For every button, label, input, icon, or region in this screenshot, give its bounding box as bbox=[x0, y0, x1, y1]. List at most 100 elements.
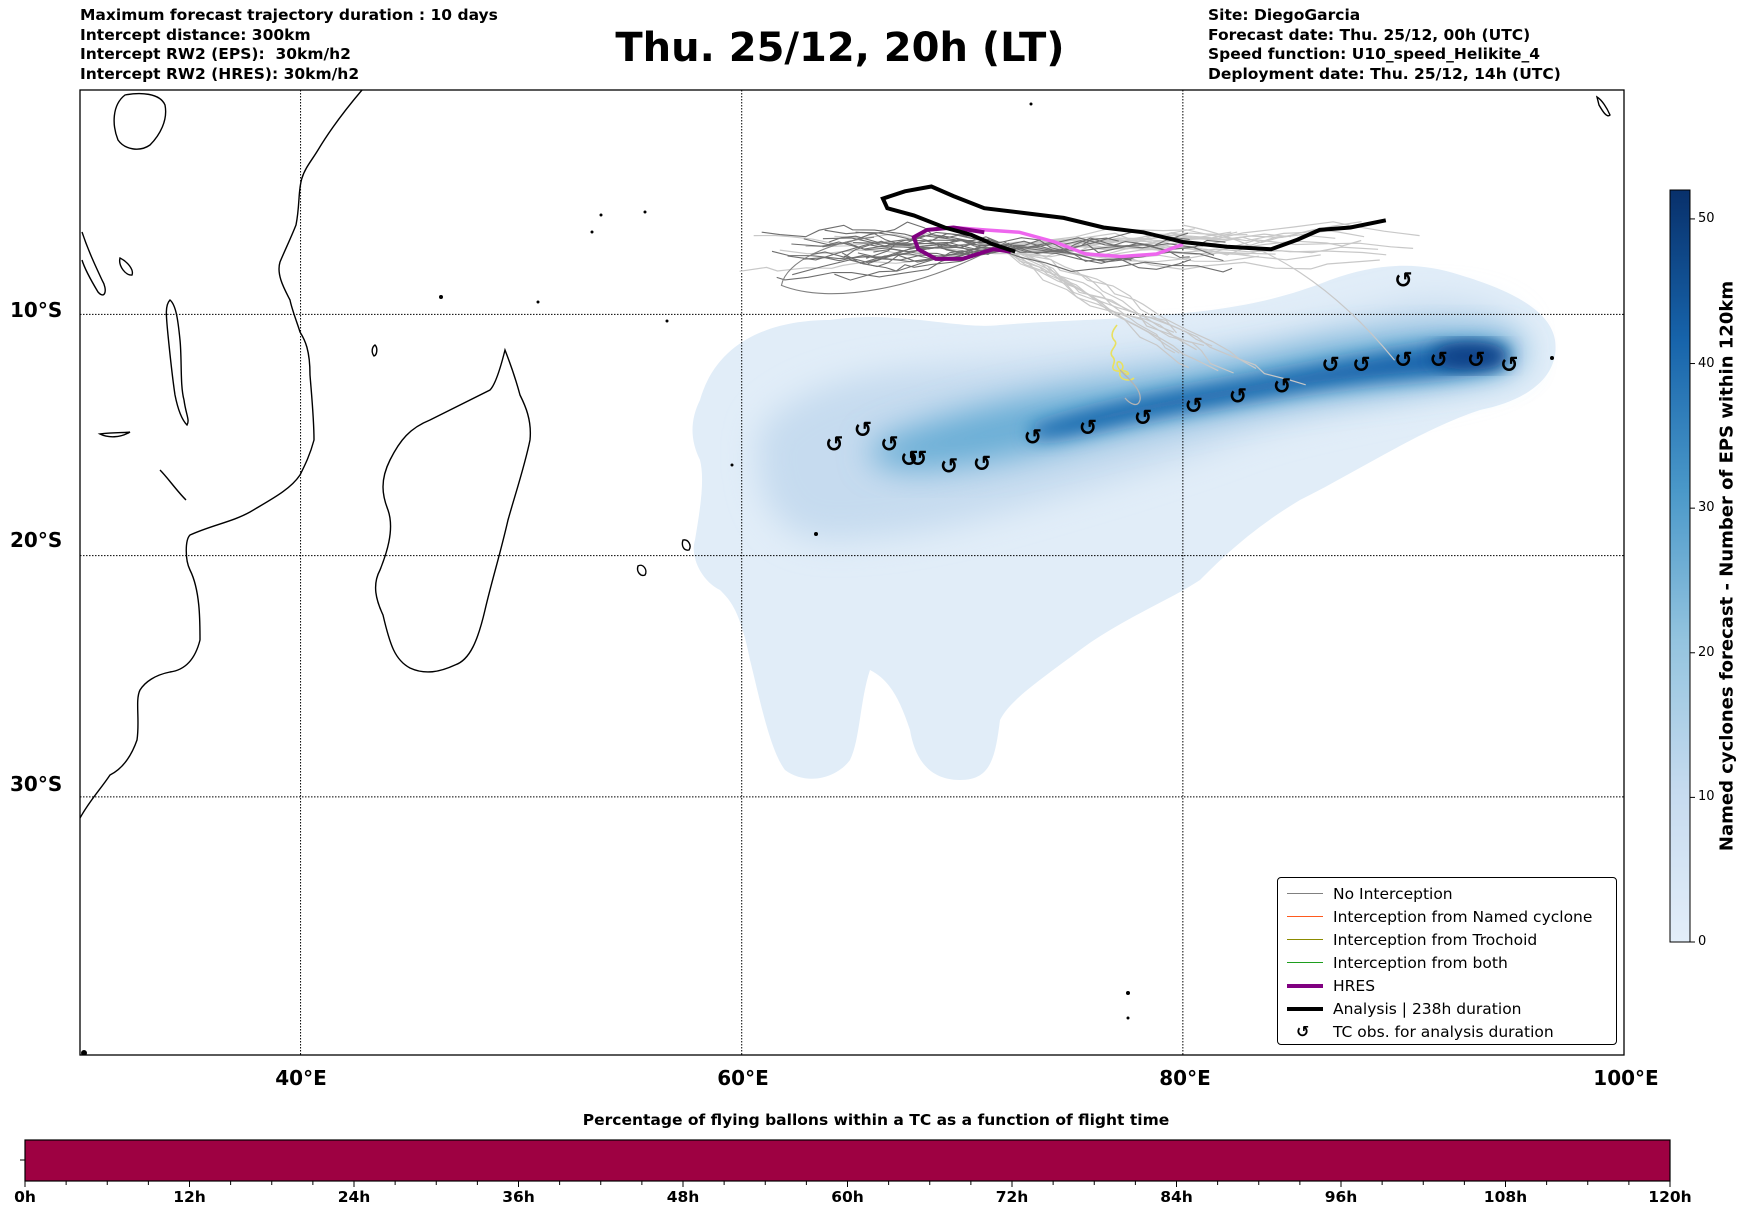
lake-bangweulu bbox=[159, 469, 187, 501]
colorbar-tick-40: 40 bbox=[1698, 355, 1715, 371]
legend-label: Interception from Named cyclone bbox=[1333, 908, 1593, 926]
legend-item-both: Interception from both bbox=[1278, 952, 1616, 974]
colorbar-tick-20: 20 bbox=[1698, 644, 1715, 660]
trajectory-line bbox=[995, 244, 1190, 369]
legend-item-hres: HRES bbox=[1278, 975, 1616, 997]
colorbar-tick-30: 30 bbox=[1698, 500, 1715, 516]
trajectory-line bbox=[867, 238, 1000, 265]
lon-label-40e: 40°E bbox=[275, 1066, 327, 1090]
island-dot bbox=[1126, 991, 1130, 995]
legend-line-icon bbox=[1287, 916, 1323, 917]
trajectory-line bbox=[873, 247, 1012, 257]
intercept-distance-text: Intercept distance: 300km bbox=[80, 25, 311, 44]
cyclone-icon: ↺ bbox=[880, 433, 898, 458]
cyclone-icon: ↺ bbox=[1134, 406, 1152, 431]
mauritius bbox=[636, 564, 647, 577]
lat-label-10s: 10°S bbox=[10, 298, 63, 322]
lake-tanganyika bbox=[81, 231, 106, 296]
sri-lanka-coast bbox=[1595, 95, 1611, 117]
ft-tick-label: 0h bbox=[14, 1188, 36, 1206]
island-dot bbox=[1029, 102, 1033, 106]
cyclone-icon: ↺ bbox=[825, 433, 843, 458]
coastlines bbox=[80, 90, 1611, 819]
page-title: Thu. 25/12, 20h (LT) bbox=[615, 25, 1065, 71]
cyclone-icon: ↺ bbox=[1500, 353, 1518, 378]
cyclone-icon: ↺ bbox=[1185, 394, 1203, 419]
cyclone-icon: ↺ bbox=[1079, 416, 1097, 441]
grey-hook-trajectory bbox=[1119, 369, 1141, 406]
eps-density-field bbox=[692, 265, 1556, 780]
africa-east-coast bbox=[80, 90, 363, 819]
trajectory-line bbox=[1182, 224, 1396, 361]
lake-malawi bbox=[165, 299, 189, 427]
eps-trajectories-no-interception bbox=[761, 221, 1233, 295]
trajectory-line bbox=[761, 224, 1000, 243]
lon-label-100e: 100°E bbox=[1593, 1066, 1659, 1090]
cyclone-icon: ↺ bbox=[973, 452, 991, 477]
trajectory-line bbox=[1002, 240, 1191, 270]
cyclone-icon: ↺ bbox=[854, 418, 872, 443]
eps-colorbar bbox=[1669, 189, 1695, 943]
ft-tick-label: 108h bbox=[1483, 1188, 1528, 1206]
legend-label: Analysis | 238h duration bbox=[1333, 1000, 1522, 1018]
ft-tick-label: 60h bbox=[831, 1188, 864, 1206]
trajectory-line bbox=[812, 236, 999, 258]
lake-kariba bbox=[97, 431, 131, 438]
trajectory-line bbox=[1008, 232, 1189, 251]
ft-tick-label: 84h bbox=[1160, 1188, 1193, 1206]
colorbar-tick-0: 0 bbox=[1698, 934, 1707, 949]
cyclone-icon: ↺ bbox=[1352, 353, 1370, 378]
comoros bbox=[371, 344, 378, 357]
ft-tick-label: 12h bbox=[173, 1188, 206, 1206]
analysis-track bbox=[880, 184, 1387, 254]
cyclone-icon: ↺ bbox=[1430, 348, 1448, 373]
trajectory-line bbox=[1012, 252, 1321, 263]
legend-line-icon bbox=[1287, 893, 1323, 894]
legend-item-trochoid: Interception from Trochoid bbox=[1278, 929, 1616, 951]
flight-time-bar bbox=[20, 1139, 1671, 1187]
trajectory-line bbox=[824, 229, 998, 246]
cyclone-icon: ↺ bbox=[940, 454, 958, 479]
reunion bbox=[681, 539, 691, 551]
intercept-hres-text: Intercept RW2 (HRES): 30km/h2 bbox=[80, 64, 360, 83]
forecast-date-text: Forecast date: Thu. 25/12, 00h (UTC) bbox=[1208, 25, 1531, 44]
ft-tick-label: 96h bbox=[1324, 1188, 1358, 1206]
small-islands bbox=[81, 102, 1554, 1055]
legend-line-icon bbox=[1287, 984, 1323, 988]
island-dot bbox=[814, 532, 818, 536]
cyclone-icon: ↺ bbox=[1229, 384, 1247, 409]
island-dot bbox=[590, 230, 594, 234]
trajectory-line bbox=[1009, 247, 1219, 372]
ft-tick-label: 48h bbox=[666, 1188, 700, 1206]
trajectory-line bbox=[996, 231, 1238, 248]
lat-label-20s: 20°S bbox=[10, 528, 63, 552]
legend-label: Interception from Trochoid bbox=[1333, 931, 1538, 949]
legend-item-tc-obs: ↺ TC obs. for analysis duration bbox=[1278, 1021, 1616, 1043]
colorbar-tick-10: 10 bbox=[1698, 789, 1715, 805]
lon-label-60e: 60°E bbox=[717, 1066, 769, 1090]
island-dot bbox=[1126, 1016, 1130, 1020]
cyclone-icon: ↺ bbox=[1394, 269, 1412, 294]
cyclone-icon: ↺ bbox=[1321, 353, 1339, 378]
trajectory-line bbox=[1006, 247, 1205, 346]
legend-label: Interception from both bbox=[1333, 954, 1508, 972]
trajectory-line bbox=[999, 237, 1139, 263]
cyclone-icon: ↺ bbox=[909, 447, 927, 472]
trajectory-line bbox=[803, 238, 1012, 257]
intercept-eps-text: Intercept RW2 (EPS): 30km/h2 bbox=[80, 45, 351, 63]
flight-time-title: Percentage of flying ballons within a TC… bbox=[582, 1111, 1170, 1129]
flight-time-fill bbox=[24, 1139, 1671, 1182]
island-dot bbox=[665, 319, 669, 323]
island-dot bbox=[81, 1050, 87, 1055]
island-dot bbox=[730, 463, 734, 467]
lake-mweru bbox=[118, 256, 134, 276]
cyclone-icon: ↺ bbox=[1467, 348, 1485, 373]
cyclone-icon: ↺ bbox=[1273, 375, 1291, 400]
legend-label: No Interception bbox=[1333, 885, 1453, 903]
lon-label-80e: 80°E bbox=[1159, 1066, 1211, 1090]
max-duration-text: Maximum forecast trajectory duration : 1… bbox=[80, 6, 498, 24]
trajectory-line bbox=[1014, 244, 1190, 259]
island-dot bbox=[439, 295, 443, 299]
colorbar-gradient bbox=[1669, 189, 1691, 943]
